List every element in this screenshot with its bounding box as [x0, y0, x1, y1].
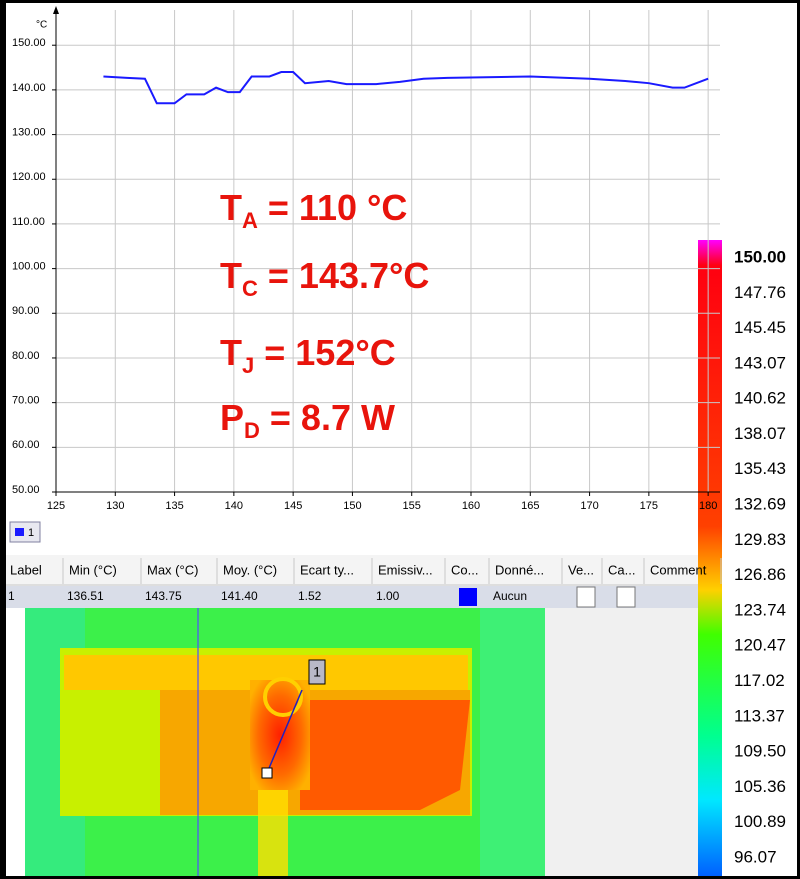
table-header: Moy. (°C)	[223, 562, 277, 577]
legend-swatch	[15, 528, 24, 536]
table-cell: Aucun	[493, 589, 527, 603]
x-tick-label: 175	[640, 500, 658, 512]
annotation-symbol: P	[220, 397, 244, 438]
y-axis-label: °C	[36, 20, 47, 31]
x-tick-label: 155	[403, 500, 421, 512]
annotation-text: = 143.7°C	[258, 255, 430, 296]
colorbar-label: 147.76	[734, 283, 786, 302]
colorbar-label: 120.47	[734, 636, 786, 655]
colorbar	[698, 240, 722, 876]
checkbox[interactable]	[616, 586, 636, 608]
annotation: TJ = 152°C	[220, 332, 396, 378]
image-background	[545, 608, 698, 876]
data-line	[103, 71, 709, 105]
annotation-text: = 110 °C	[258, 187, 408, 228]
x-tick-label: 135	[165, 500, 183, 512]
y-tick-label: 70.00	[12, 395, 40, 407]
y-tick-label: 130.00	[12, 126, 46, 138]
y-tick-label: 60.00	[12, 439, 40, 451]
y-tick-label: 80.00	[12, 350, 40, 362]
colorbar-label: 138.07	[734, 424, 786, 443]
annotation: PD = 8.7 W	[220, 397, 395, 443]
annotation-subscript: J	[242, 353, 254, 378]
annotation: TC = 143.7°C	[220, 255, 429, 301]
colorbar-label: 109.50	[734, 742, 786, 761]
table-cell: 1.52	[298, 589, 322, 603]
annotation: TA = 110 °C	[220, 187, 407, 233]
y-tick-label: 150.00	[12, 37, 46, 49]
colorbar-label: 135.43	[734, 459, 786, 478]
table-cell: 141.40	[221, 589, 258, 603]
annotation-symbol: T	[220, 332, 242, 373]
y-tick-label: 100.00	[12, 261, 46, 273]
colorbar-label: 123.74	[734, 600, 786, 619]
table-row[interactable]	[3, 586, 722, 608]
annotation-text: = 152°C	[254, 332, 396, 373]
colorbar-label: 132.69	[734, 495, 786, 514]
table-header: Donné...	[495, 562, 544, 577]
annotation-subscript: A	[242, 208, 258, 233]
y-axis-arrow	[53, 6, 59, 14]
colorbar-label: 100.89	[734, 812, 786, 831]
x-tick-label: 180	[699, 500, 717, 512]
y-tick-label: 140.00	[12, 82, 46, 94]
colorbar-label: 113.37	[734, 706, 785, 725]
colorbar-label: 145.45	[734, 318, 786, 337]
colorbar-label: 150.00	[734, 247, 786, 266]
colorbar-label: 140.62	[734, 389, 786, 408]
y-tick-label: 90.00	[12, 305, 40, 317]
colorbar-label: 117.02	[734, 671, 785, 690]
x-tick-label: 140	[225, 500, 243, 512]
x-tick-label: 170	[580, 500, 598, 512]
colorbar-label: 126.86	[734, 565, 786, 584]
annotation-symbol: T	[220, 187, 242, 228]
table-cell: 136.51	[67, 589, 104, 603]
y-tick-label: 110.00	[12, 216, 45, 228]
colorbar-label: 105.36	[734, 777, 786, 796]
table-header: Ca...	[608, 562, 635, 577]
table-header: Emissiv...	[378, 562, 433, 577]
x-tick-label: 145	[284, 500, 302, 512]
x-tick-label: 150	[343, 500, 361, 512]
colorbar-label: 96.07	[734, 847, 777, 866]
colorbar-labels	[722, 240, 800, 876]
color-swatch	[459, 588, 477, 606]
table-cell: 1	[8, 589, 15, 603]
table-cell: 1.00	[376, 589, 400, 603]
x-tick-label: 160	[462, 500, 480, 512]
table-header: Comment	[650, 562, 707, 577]
annotation-text: = 8.7 W	[260, 397, 395, 438]
annotation-subscript: D	[244, 418, 260, 443]
y-tick-label: 120.00	[12, 171, 46, 183]
table-header: Label	[10, 562, 42, 577]
x-tick-label: 165	[521, 500, 539, 512]
y-tick-label: 50.00	[12, 484, 40, 496]
table-header: Max (°C)	[147, 562, 198, 577]
table-header: Co...	[451, 562, 478, 577]
legend[interactable]	[9, 521, 41, 543]
annotation-symbol: T	[220, 255, 242, 296]
x-tick-label: 130	[106, 500, 124, 512]
thermal-image	[25, 608, 545, 876]
table-header: Ecart ty...	[300, 562, 354, 577]
colorbar-label: 143.07	[734, 353, 786, 372]
table-cell: 143.75	[145, 589, 182, 603]
annotation-subscript: C	[242, 276, 258, 301]
table-header: Min (°C)	[69, 562, 117, 577]
colorbar-label: 129.83	[734, 530, 786, 549]
x-tick-label: 125	[47, 500, 65, 512]
checkbox[interactable]	[576, 586, 596, 608]
table-header: Ve...	[568, 562, 594, 577]
legend-label: 1	[28, 527, 34, 539]
image-marker[interactable]: 1	[313, 664, 321, 680]
